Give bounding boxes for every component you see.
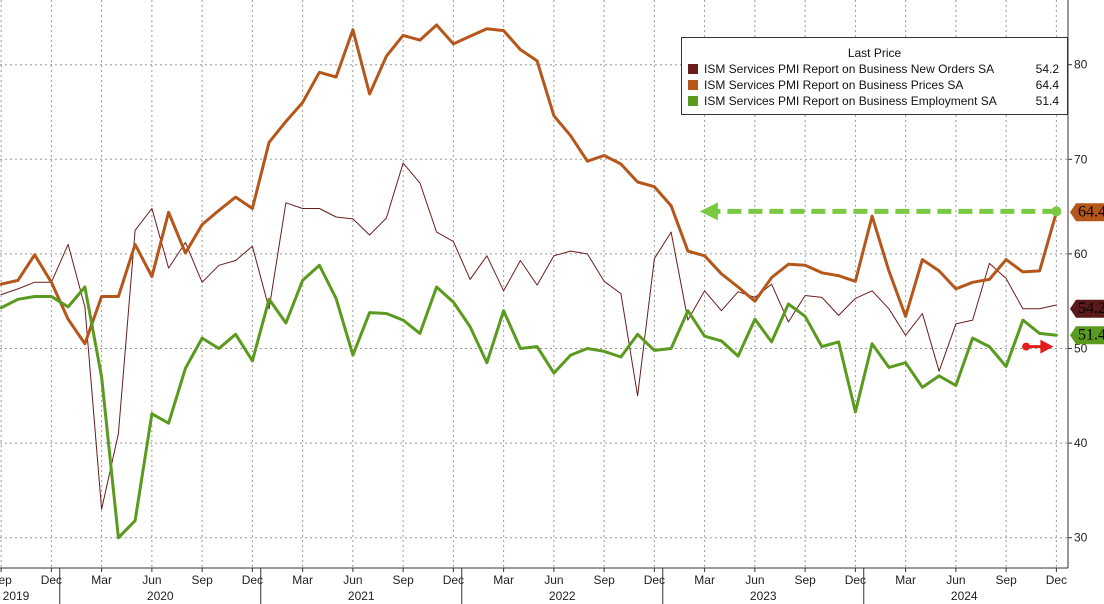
legend-item-employment: ISM Services PMI Report on Business Empl… [682,93,1067,109]
legend-label: ISM Services PMI Report on Business Empl… [704,94,997,108]
legend-swatch [688,80,698,90]
x-tick-label: Mar [694,573,715,587]
x-tick-label: Sep [392,573,414,587]
series-line-employment [0,263,1058,540]
x-tick-label: Mar [493,573,514,587]
series-lines [0,23,1058,540]
x-tick-label: Sep [0,573,12,587]
legend-swatch [688,64,698,74]
dashed-arrow-dot [1051,206,1062,217]
x-tick-label: Jun [745,573,764,587]
legend-label: ISM Services PMI Report on Business Pric… [704,78,964,92]
y-tick-label: 80 [1074,58,1088,72]
x-tick-label: Jun [142,573,161,587]
badge-new-orders: 54.2 [1070,299,1104,318]
x-axis: Sep Dec Mar Jun Sep Dec Mar Jun Sep Dec Mar Jun Sep D… [0,567,1068,604]
badge-value: 64.4 [1078,203,1104,220]
legend-title: Last Price [847,46,902,60]
year-label: 2024 [951,589,978,603]
y-tick-label: 40 [1074,436,1088,450]
annotations [699,202,1062,354]
badge-shape [1070,326,1104,345]
legend: Last Price ISM Services PMI Report on Bu… [681,37,1068,115]
x-tick-label: Jun [946,573,965,587]
red-arrow-head [1040,339,1054,354]
x-tick-label: Dec [242,573,263,587]
badge-shape [1070,299,1104,318]
x-tick-label: Sep [995,573,1017,587]
badge-employment: 51.4 [1070,326,1104,345]
badge-value: 51.4 [1078,326,1104,343]
x-tick-label: Dec [443,573,464,587]
x-tick-label: Jun [343,573,362,587]
badge-value: 54.2 [1078,300,1104,317]
y-axis: 30 40 50 60 70 80 [1067,0,1088,568]
year-label: 2022 [549,589,576,603]
last-value-badges: 54.2 64.4 51.4 [1070,203,1104,345]
legend-value: 54.2 [1035,62,1059,76]
x-tick-label: Mar [895,573,916,587]
x-tick-label: Dec [845,573,866,587]
x-tick-label: Sep [191,573,213,587]
legend-item-prices: ISM Services PMI Report on Business Pric… [682,77,1067,93]
y-tick-label: 60 [1074,247,1088,261]
x-tick-label: Dec [41,573,62,587]
legend-item-new-orders: ISM Services PMI Report on Business New … [682,61,1067,77]
series-line-prices [0,23,1058,346]
legend-value: 64.4 [1035,78,1059,92]
x-tick-label: Sep [593,573,615,587]
year-label: 2021 [348,589,375,603]
x-tick-label: Jun [544,573,563,587]
x-tick-label: Dec [1046,573,1067,587]
x-tick-label: Dec [644,573,665,587]
series-line-new-orders [0,162,1057,510]
year-label: 2023 [750,589,777,603]
legend-swatch [688,96,698,106]
y-tick-label: 30 [1074,531,1088,545]
y-tick-label: 50 [1074,342,1088,356]
x-tick-label: Mar [292,573,313,587]
year-label: 2019 [3,589,30,603]
year-label: 2020 [147,589,174,603]
legend-label: ISM Services PMI Report on Business New … [704,62,995,76]
badge-prices: 64.4 [1070,203,1104,222]
x-tick-label: Mar [91,573,112,587]
y-tick-label: 70 [1074,152,1088,166]
red-arrow-dot [1022,342,1031,351]
x-tick-label: Sep [794,573,816,587]
badge-shape [1070,203,1104,222]
legend-value: 51.4 [1035,94,1059,108]
dashed-arrow-head [699,202,718,221]
